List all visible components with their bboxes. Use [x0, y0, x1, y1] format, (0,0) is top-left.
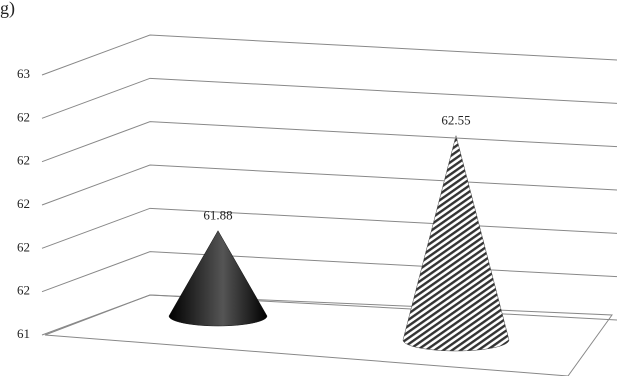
- grid-line: [41, 34, 617, 76]
- grid-line: [41, 77, 617, 119]
- y-tick-label: 61: [17, 326, 30, 341]
- chart-title: g): [0, 0, 15, 19]
- y-tick-label: 62: [17, 196, 30, 211]
- y-tick-label: 62: [17, 283, 30, 298]
- data-label: 61.88: [203, 208, 232, 223]
- data-label: 62.55: [441, 113, 470, 128]
- cone: [168, 230, 268, 327]
- grid-line: [41, 164, 617, 206]
- y-tick-label: 62: [17, 239, 30, 254]
- y-tick-label: 63: [17, 66, 30, 81]
- grid-line: [41, 294, 617, 336]
- y-tick-label: 62: [17, 153, 30, 168]
- grid-line: [41, 207, 617, 249]
- y-tick-label: 62: [17, 109, 30, 124]
- cone: [402, 134, 510, 352]
- grid-line: [41, 251, 617, 293]
- grid-line: [41, 121, 617, 163]
- floor: [44, 294, 613, 376]
